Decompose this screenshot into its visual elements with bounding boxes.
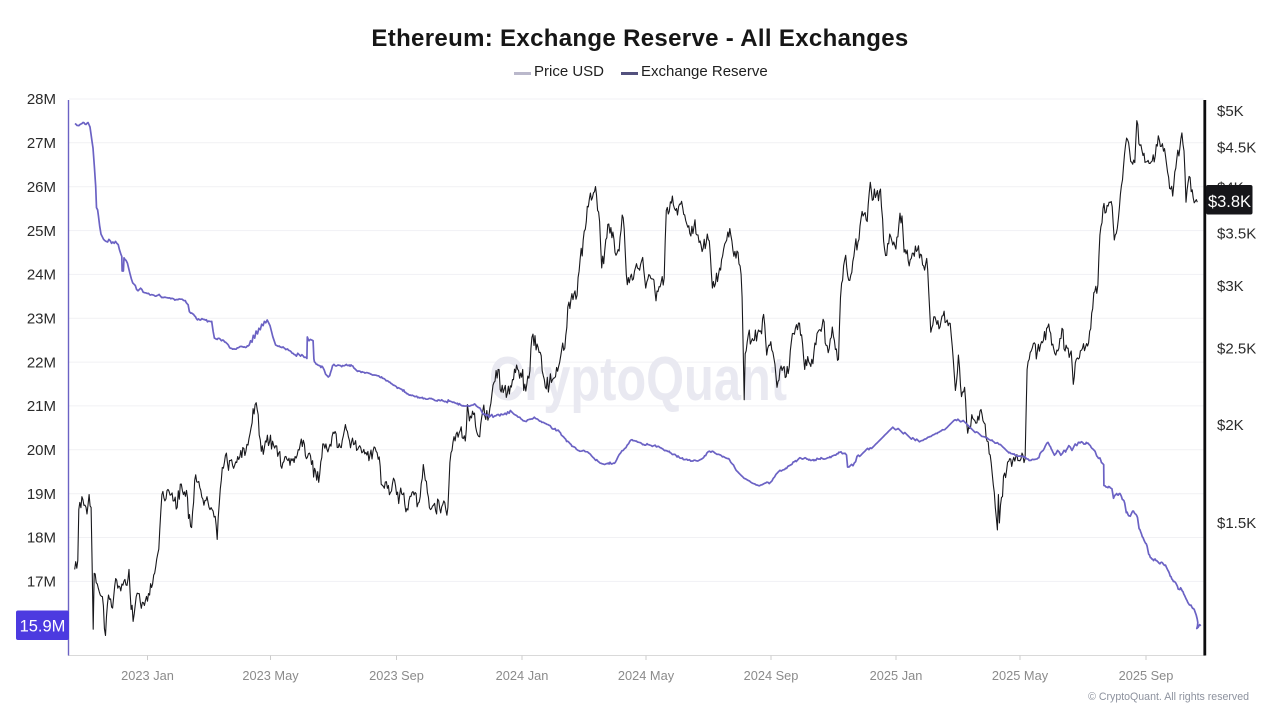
svg-text:21M: 21M <box>27 398 56 415</box>
svg-text:22M: 22M <box>27 354 56 371</box>
svg-text:$4.5K: $4.5K <box>1217 139 1256 156</box>
svg-text:$5K: $5K <box>1217 103 1244 120</box>
svg-text:15.9M: 15.9M <box>20 618 66 636</box>
svg-text:$3.5K: $3.5K <box>1217 225 1256 242</box>
svg-text:CryptoQuant: CryptoQuant <box>489 345 787 414</box>
svg-text:2025 Jan: 2025 Jan <box>870 668 923 683</box>
svg-text:2025 Sep: 2025 Sep <box>1119 668 1174 683</box>
svg-text:2023 May: 2023 May <box>242 668 299 683</box>
svg-text:19M: 19M <box>27 486 56 503</box>
svg-text:20M: 20M <box>27 442 56 459</box>
svg-text:17M: 17M <box>27 574 56 591</box>
svg-text:© CryptoQuant. All rights rese: © CryptoQuant. All rights reserved <box>1088 691 1249 703</box>
svg-text:$2.5K: $2.5K <box>1217 340 1256 357</box>
svg-text:$3.8K: $3.8K <box>1208 193 1251 211</box>
svg-text:28M: 28M <box>27 91 56 108</box>
svg-text:23M: 23M <box>27 310 56 327</box>
svg-text:2024 May: 2024 May <box>618 668 675 683</box>
svg-text:$1.5K: $1.5K <box>1217 515 1256 532</box>
svg-text:18M: 18M <box>27 530 56 547</box>
svg-text:2025 May: 2025 May <box>992 668 1049 683</box>
svg-text:24M: 24M <box>27 267 56 284</box>
svg-text:2023 Sep: 2023 Sep <box>369 668 424 683</box>
svg-text:25M: 25M <box>27 223 56 240</box>
svg-text:$2K: $2K <box>1217 417 1244 434</box>
svg-text:27M: 27M <box>27 135 56 152</box>
svg-text:2023 Jan: 2023 Jan <box>121 668 174 683</box>
svg-text:2024 Sep: 2024 Sep <box>744 668 799 683</box>
svg-text:2024 Jan: 2024 Jan <box>496 668 549 683</box>
svg-text:$3K: $3K <box>1217 278 1244 295</box>
svg-text:26M: 26M <box>27 179 56 196</box>
